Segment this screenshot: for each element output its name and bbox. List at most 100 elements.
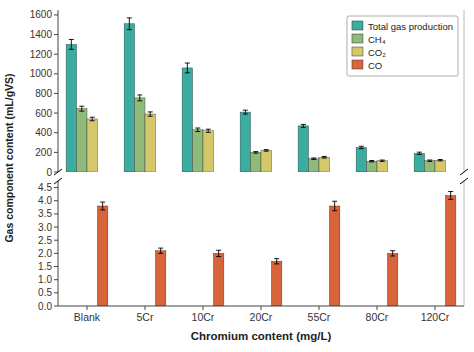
error-cap <box>253 151 258 152</box>
legend-swatch <box>352 47 363 56</box>
error-cap <box>380 161 385 162</box>
error-cap <box>195 131 200 132</box>
bar <box>135 98 145 172</box>
tick <box>87 306 88 310</box>
bar <box>367 161 377 172</box>
tick-label: 1400 <box>30 29 53 40</box>
x-tick-label: 5Cr <box>137 311 154 323</box>
error-line <box>150 112 151 116</box>
x-axis-label: Chromium content (mg/L) <box>191 330 332 342</box>
tick-label: 4.0 <box>38 195 52 206</box>
bar <box>319 157 329 172</box>
tick <box>435 306 436 310</box>
bar <box>124 24 134 172</box>
tick-label: 200 <box>35 147 52 158</box>
y-axis: 0.00.51.01.52.02.53.03.54.04.5 <box>38 182 58 311</box>
error-cap <box>137 94 142 95</box>
error-bar <box>127 18 132 30</box>
bar <box>66 44 76 172</box>
error-bar <box>253 152 258 154</box>
bar <box>261 150 271 172</box>
error-cap <box>216 250 221 251</box>
chart: 02004006008001000120014001600Gas compone… <box>0 0 474 352</box>
error-cap <box>206 129 211 130</box>
bar <box>329 206 339 306</box>
error-bar <box>301 124 306 127</box>
error-line <box>218 250 219 256</box>
error-cap <box>206 132 211 133</box>
bar <box>203 131 213 172</box>
error-cap <box>311 157 316 158</box>
error-cap <box>369 161 374 162</box>
error-line <box>334 201 335 210</box>
error-cap <box>427 160 432 161</box>
error-cap <box>417 152 422 153</box>
background <box>0 0 474 352</box>
error-line <box>187 63 188 73</box>
x-tick-label: 80Cr <box>366 311 389 323</box>
error-bar <box>79 106 84 111</box>
error-bar <box>417 152 422 154</box>
error-cap <box>195 128 200 129</box>
bar <box>298 126 308 172</box>
error-cap <box>264 151 269 152</box>
error-cap <box>390 250 395 251</box>
error-bar <box>332 201 337 210</box>
error-cap <box>90 120 95 121</box>
error-bar <box>390 251 395 256</box>
tick <box>54 227 58 228</box>
bar <box>182 68 192 172</box>
error-cap <box>158 248 163 249</box>
legend-label: CO₂ <box>368 47 386 58</box>
error-bar <box>195 128 200 132</box>
error-line <box>71 39 72 49</box>
bar <box>97 206 107 306</box>
error-bar <box>359 146 364 148</box>
bar <box>193 130 203 172</box>
error-cap <box>185 63 190 64</box>
error-cap <box>332 210 337 211</box>
axis-break <box>460 169 468 175</box>
error-bar <box>216 250 221 256</box>
error-bar <box>427 160 432 161</box>
tick <box>54 34 58 35</box>
legend-label: Total gas production <box>368 21 453 32</box>
tick <box>261 306 262 310</box>
axis-line <box>464 10 465 172</box>
error-cap <box>69 39 74 40</box>
tick-label: 2.5 <box>38 235 52 246</box>
tick-label: 800 <box>35 88 52 99</box>
error-line <box>208 129 209 132</box>
x-tick-label: 120Cr <box>421 311 450 323</box>
tick-label: 600 <box>35 108 52 119</box>
error-cap <box>148 116 153 117</box>
error-cap <box>438 159 443 160</box>
tick <box>54 113 58 114</box>
tick-label: 2.0 <box>38 248 52 259</box>
error-cap <box>380 160 385 161</box>
tick <box>54 266 58 267</box>
error-bar <box>69 39 74 49</box>
axis-break <box>460 178 468 184</box>
legend-label: CO <box>368 60 382 71</box>
error-cap <box>137 100 142 101</box>
axis-line <box>58 10 59 172</box>
error-line <box>392 251 393 256</box>
tick <box>54 132 58 133</box>
error-cap <box>274 263 279 264</box>
tick <box>54 73 58 74</box>
error-cap <box>216 256 221 257</box>
bar <box>77 109 87 172</box>
error-line <box>450 192 451 200</box>
x-tick-label: 55Cr <box>308 311 331 323</box>
error-bar <box>380 160 385 161</box>
error-line <box>102 202 103 210</box>
legend-label: CH₄ <box>368 34 386 45</box>
bar <box>387 253 397 306</box>
error-bar <box>448 192 453 200</box>
error-cap <box>301 124 306 125</box>
bar <box>145 114 155 172</box>
tick <box>54 306 58 307</box>
error-cap <box>127 17 132 18</box>
tick-label: 1200 <box>30 49 53 60</box>
